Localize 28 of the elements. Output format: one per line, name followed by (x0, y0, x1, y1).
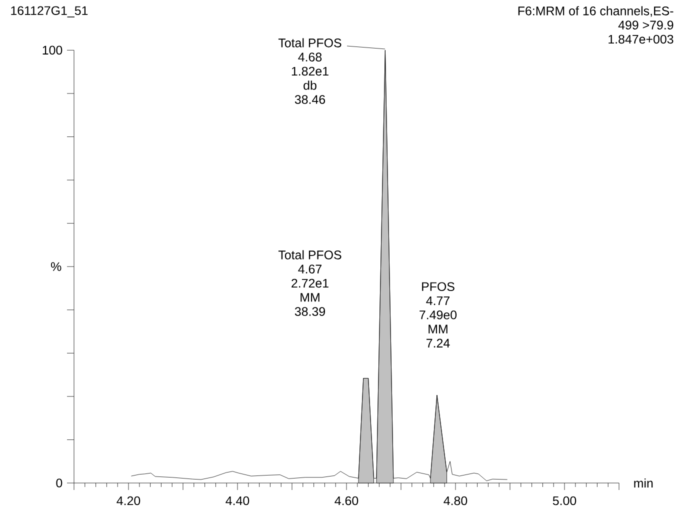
text: 499 >79.9 (618, 20, 674, 30)
annotation: 7.24 (426, 338, 450, 348)
annotation: 4.67 (298, 264, 322, 274)
x-tick-label: 4.20 (116, 496, 140, 506)
x-tick-label: 4.40 (226, 496, 250, 506)
text: F6:MRM of 16 channels,ES- (518, 6, 674, 17)
y-tick-label: 100 (42, 46, 62, 55)
annotation: 38.46 (294, 95, 326, 104)
annotation: 7.49e0 (420, 310, 457, 320)
x-axis-title: min (634, 478, 653, 488)
x-tick-label: 4.80 (444, 496, 468, 506)
y-tick-label: 0 (56, 478, 62, 488)
text: Total PFOS (278, 38, 342, 48)
annotation: MM (300, 293, 320, 302)
x-tick-label: 4.60 (334, 496, 358, 506)
annotation: 4.68 (298, 52, 322, 62)
annotation: 1.82e1 (292, 66, 328, 76)
annotation: db (304, 80, 316, 90)
annotation: 38.39 (294, 307, 325, 316)
annotation: PFOS (422, 282, 454, 292)
annotation: Total PFOS (278, 250, 342, 260)
text: 1.847e+003 (608, 34, 674, 44)
x-tick-label: 5.00 (552, 496, 576, 506)
annotation: 4.77 (426, 296, 450, 306)
y-axis-title: % (51, 262, 62, 271)
annotation: 2.72e1 (292, 278, 328, 288)
annotation: MM (428, 324, 448, 334)
chart-title: 161127G1_51 (11, 6, 88, 18)
